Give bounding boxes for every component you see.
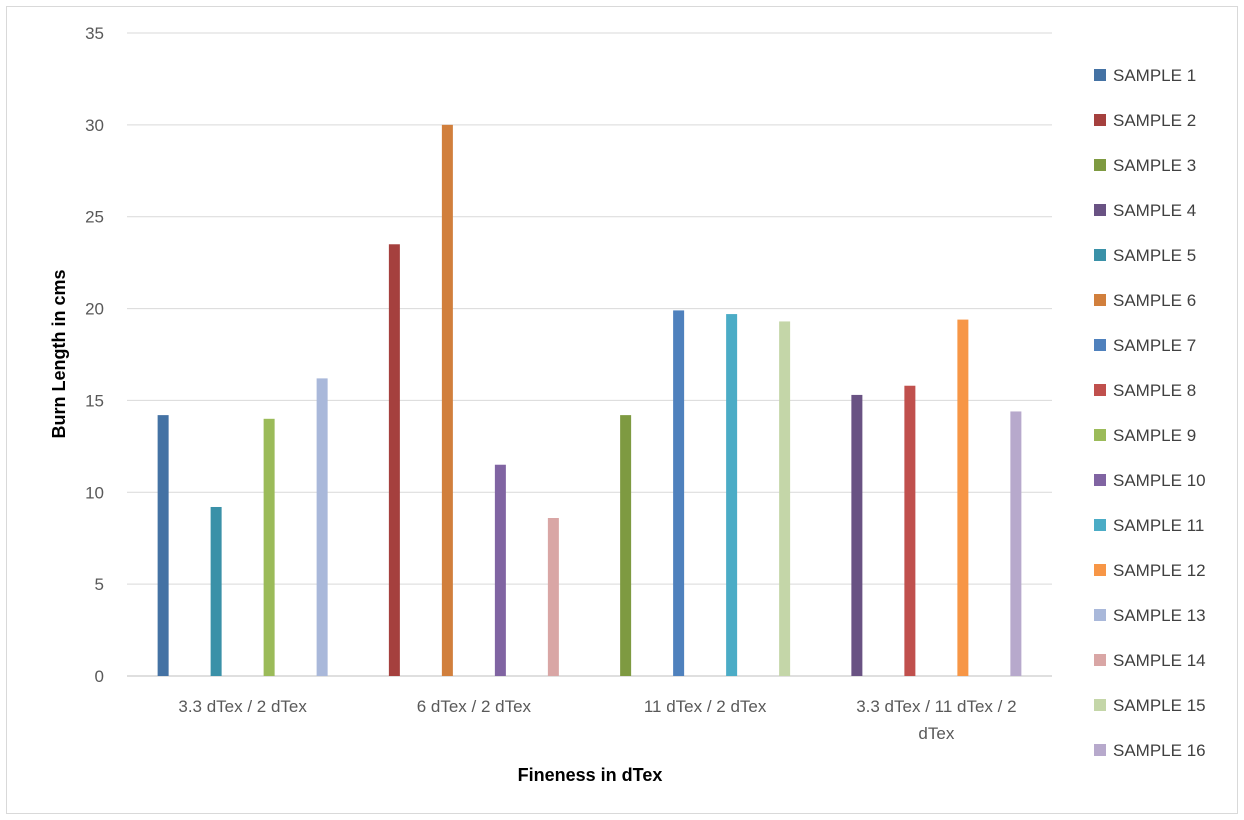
legend-swatch-sample-16 — [1094, 744, 1106, 756]
legend-label-sample-4: SAMPLE 4 — [1113, 201, 1196, 220]
y-tick-label: 25 — [85, 208, 104, 227]
legend-swatch-sample-6 — [1094, 294, 1106, 306]
x-tick-label: 6 dTex / 2 dTex — [417, 697, 532, 716]
legend-label-sample-10: SAMPLE 10 — [1113, 471, 1206, 490]
legend-label-sample-5: SAMPLE 5 — [1113, 246, 1196, 265]
bar-sample-5 — [210, 506, 222, 676]
legend-label-sample-8: SAMPLE 8 — [1113, 381, 1196, 400]
y-tick-label: 20 — [85, 300, 104, 319]
bar-sample-16 — [1010, 411, 1022, 676]
legend-label-sample-14: SAMPLE 14 — [1113, 651, 1206, 670]
x-tick-label: dTex — [918, 724, 954, 743]
bar-sample-9 — [263, 418, 275, 676]
bar-sample-14 — [547, 518, 559, 676]
bar-sample-1 — [157, 415, 169, 676]
y-axis-ticks: 0 5 10 15 20 25 30 35 — [85, 24, 104, 686]
legend-label-sample-11: SAMPLE 11 — [1113, 516, 1204, 535]
gridlines — [127, 32, 1052, 677]
y-tick-label: 15 — [85, 391, 104, 410]
bar-sample-8 — [904, 385, 916, 676]
legend-label-sample-12: SAMPLE 12 — [1113, 561, 1206, 580]
bars — [157, 124, 1022, 677]
legend-label-sample-7: SAMPLE 7 — [1113, 336, 1196, 355]
bar-sample-12 — [957, 319, 969, 676]
legend-swatch-sample-3 — [1094, 159, 1106, 171]
legend-swatch-sample-11 — [1094, 519, 1106, 531]
legend: SAMPLE 1 SAMPLE 2 SAMPLE 3 SAMPLE 4 SAMPLE 5… — [1094, 66, 1206, 760]
bar-sample-13 — [316, 378, 328, 676]
legend-swatch-sample-15 — [1094, 699, 1106, 711]
legend-swatch-sample-1 — [1094, 69, 1106, 81]
legend-label-sample-13: SAMPLE 13 — [1113, 606, 1206, 625]
legend-swatch-sample-12 — [1094, 564, 1106, 576]
y-tick-label: 0 — [95, 667, 104, 686]
bar-sample-6 — [441, 124, 453, 677]
legend-label-sample-3: SAMPLE 3 — [1113, 156, 1196, 175]
legend-label-sample-15: SAMPLE 15 — [1113, 696, 1206, 715]
x-tick-label: 3.3 dTex / 2 dTex — [178, 697, 307, 716]
y-tick-label: 5 — [95, 575, 104, 594]
legend-swatch-sample-8 — [1094, 384, 1106, 396]
bar-sample-4 — [851, 394, 863, 676]
x-axis-ticks: 3.3 dTex / 2 dTex 6 dTex / 2 dTex 11 dTex … — [178, 697, 1016, 743]
legend-swatch-sample-9 — [1094, 429, 1106, 441]
legend-label-sample-6: SAMPLE 6 — [1113, 291, 1196, 310]
legend-swatch-sample-7 — [1094, 339, 1106, 351]
legend-swatch-sample-14 — [1094, 654, 1106, 666]
x-tick-label: 3.3 dTex / 11 dTex / 2 — [856, 697, 1016, 716]
chart-frame — [6, 6, 1238, 814]
legend-swatch-sample-2 — [1094, 114, 1106, 126]
legend-label-sample-1: SAMPLE 1 — [1113, 66, 1196, 85]
legend-swatch-sample-4 — [1094, 204, 1106, 216]
bar-sample-10 — [494, 464, 506, 676]
y-axis-title: Burn Length in cms — [49, 269, 69, 438]
legend-swatch-sample-10 — [1094, 474, 1106, 486]
legend-label-sample-16: SAMPLE 16 — [1113, 741, 1206, 760]
bar-sample-11 — [726, 314, 738, 676]
bar-sample-7 — [673, 310, 685, 676]
legend-swatch-sample-5 — [1094, 249, 1106, 261]
y-tick-label: 35 — [85, 24, 104, 43]
legend-label-sample-9: SAMPLE 9 — [1113, 426, 1196, 445]
y-tick-label: 30 — [85, 116, 104, 135]
x-tick-label: 11 dTex / 2 dTex — [644, 697, 767, 716]
bar-sample-15 — [779, 321, 791, 676]
legend-swatch-sample-13 — [1094, 609, 1106, 621]
y-tick-label: 10 — [85, 483, 104, 502]
x-axis-title: Fineness in dTex — [518, 765, 663, 785]
legend-label-sample-2: SAMPLE 2 — [1113, 111, 1196, 130]
bar-sample-3 — [620, 415, 632, 676]
bar-sample-2 — [388, 244, 400, 676]
